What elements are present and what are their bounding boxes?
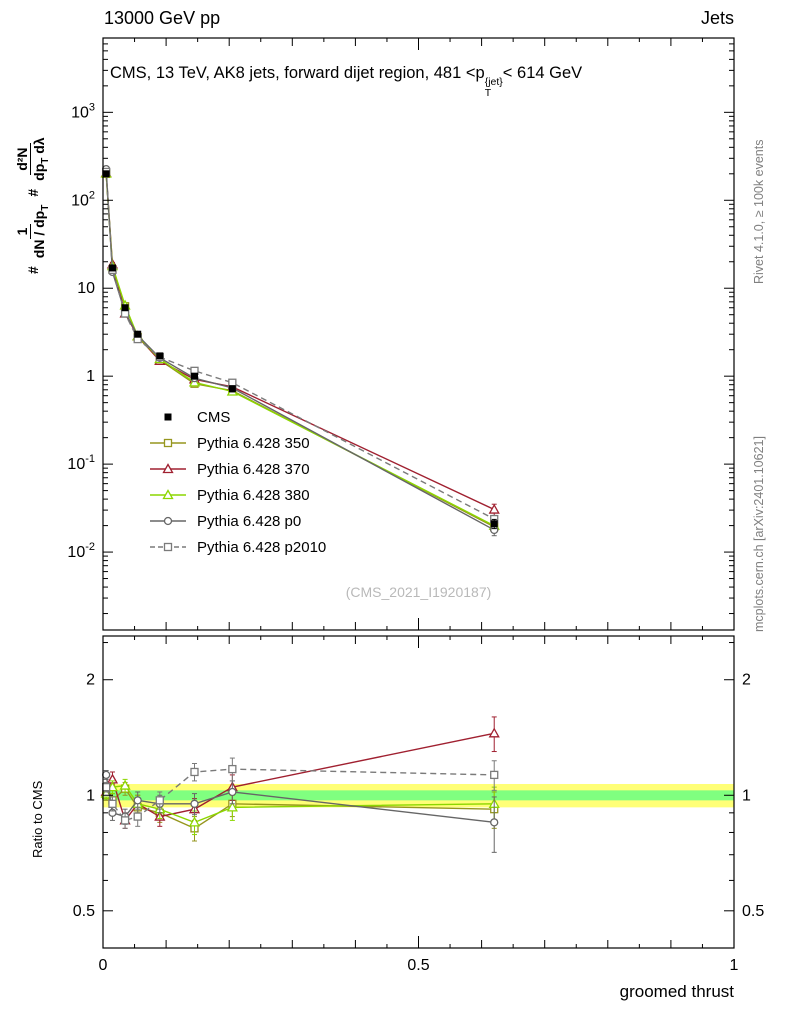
legend-item: CMS: [148, 404, 326, 430]
legend: CMS Pythia 6.428 350 Pythia 6.428 370 Pythi…: [148, 404, 326, 560]
legend-label: Pythia 6.428 350: [197, 434, 310, 452]
header-beam: 13000 GeV pp: [104, 8, 221, 28]
legend-marker-triangle-open: [150, 489, 186, 500]
legend-item: Pythia 6.428 370: [148, 456, 326, 482]
y-axis-label-main: # 1 dN / dpT # d²N dpT dλ: [14, 133, 51, 274]
plot-title-supsub: {jet} T: [484, 76, 503, 100]
svg-text:102: 102: [71, 189, 95, 209]
y-axis-label-ratio: Ratio to CMS: [30, 780, 45, 858]
svg-text:0.5: 0.5: [742, 903, 764, 920]
plot-title-suffix: < 614 GeV: [502, 64, 583, 82]
plot-title-prefix: CMS, 13 TeV, AK8 jets, forward dijet reg…: [110, 64, 485, 82]
legend-label: CMS: [197, 408, 231, 426]
legend-label: Pythia 6.428 370: [197, 460, 310, 478]
svg-text:1: 1: [730, 957, 739, 974]
ylabel-fraction-2: d²N dpT dλ: [14, 137, 51, 181]
legend-marker-circle-open: [150, 516, 186, 526]
ylabel-hash-2: #: [24, 188, 41, 197]
x-axis-label: groomed thrust: [619, 982, 734, 1001]
ylabel-hash-1: #: [24, 266, 41, 274]
legend-marker-square-filled: [164, 413, 172, 421]
rivet-version-text: Rivet 4.1.0, ≥ 100k events: [752, 139, 766, 284]
svg-text:2: 2: [86, 672, 95, 689]
plot-title-sup: {jet}: [484, 76, 503, 88]
legend-item: Pythia 6.428 350: [148, 430, 326, 456]
legend-item: Pythia 6.428 380: [148, 482, 326, 508]
analysis-id-watermark: (CMS_2021_I1920187): [345, 584, 492, 600]
svg-text:10-2: 10-2: [67, 541, 95, 561]
plot-title-sub: T: [484, 87, 492, 100]
svg-text:10-1: 10-1: [67, 453, 95, 473]
legend-item: Pythia 6.428 p2010: [148, 534, 326, 560]
legend-label: Pythia 6.428 p0: [197, 512, 302, 530]
svg-text:0: 0: [99, 957, 108, 974]
legend-item: Pythia 6.428 p0: [148, 508, 326, 534]
ylabel-fraction-1: 1 dN / dpT: [14, 204, 51, 259]
header-analysis: Jets: [700, 8, 734, 28]
svg-text:10: 10: [77, 280, 95, 297]
svg-text:0.5: 0.5: [73, 903, 95, 920]
svg-text:1: 1: [742, 787, 751, 804]
svg-text:1: 1: [86, 368, 95, 385]
svg-text:1: 1: [86, 787, 95, 804]
mcplots-reference-text: mcplots.cern.ch [arXiv:2401.10621]: [752, 436, 766, 632]
legend-marker-triangle-open: [150, 463, 186, 474]
svg-text:2: 2: [742, 672, 751, 689]
legend-label: Pythia 6.428 380: [197, 486, 310, 504]
svg-text:103: 103: [71, 101, 95, 121]
legend-marker-square-open: [150, 542, 186, 552]
legend-marker-square-open: [150, 438, 186, 448]
plot-title: CMS, 13 TeV, AK8 jets, forward dijet reg…: [110, 64, 750, 99]
legend-label: Pythia 6.428 p2010: [197, 538, 327, 556]
svg-text:0.5: 0.5: [407, 957, 429, 974]
